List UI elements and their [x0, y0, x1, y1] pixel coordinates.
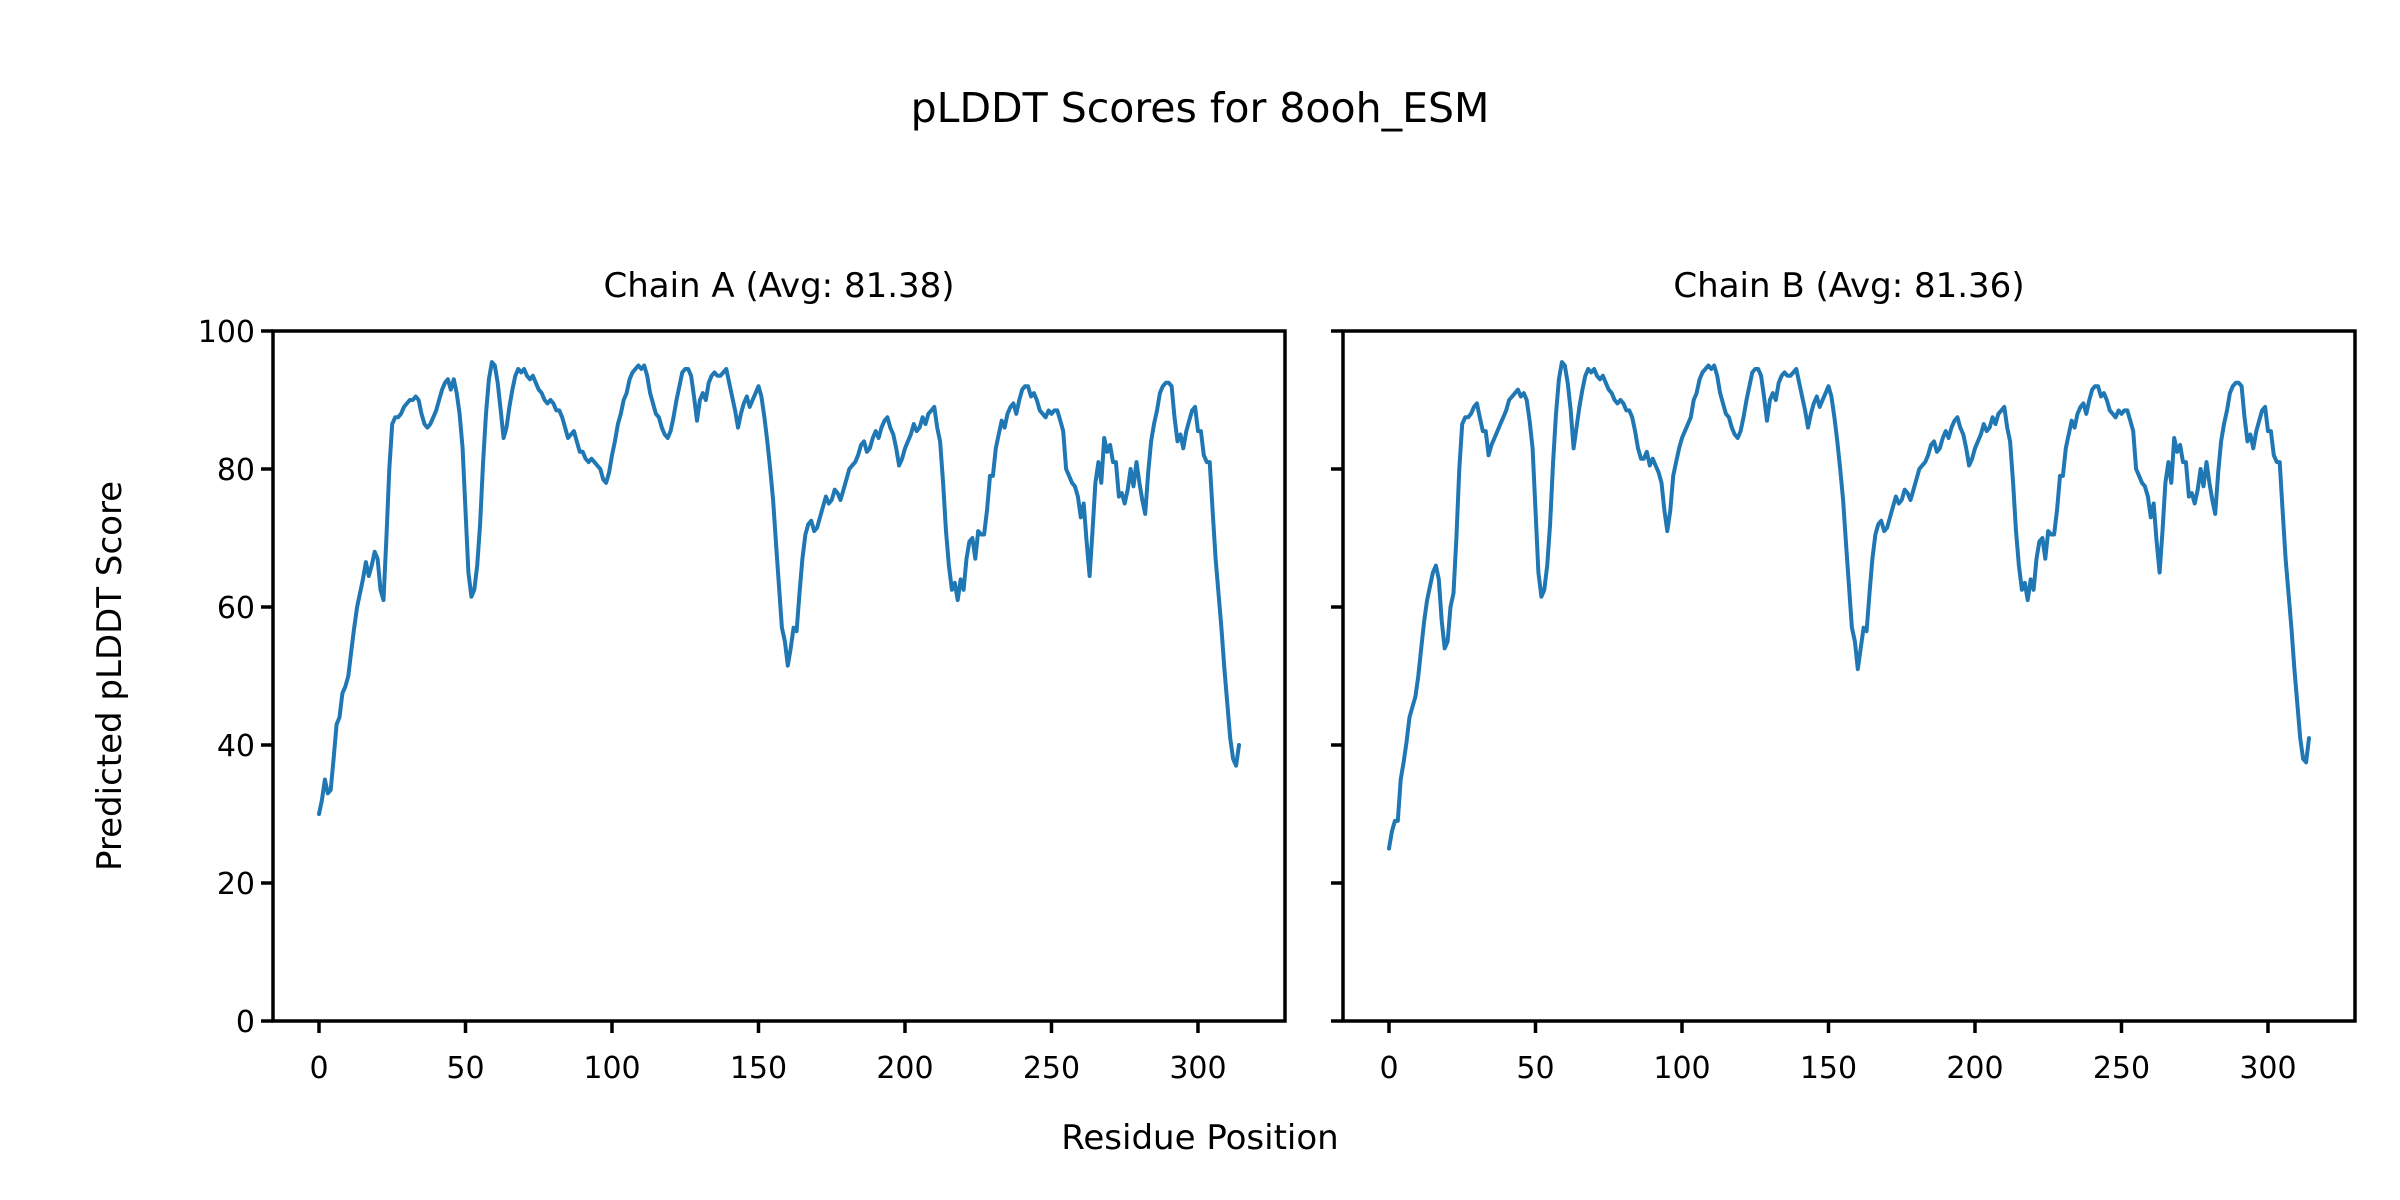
- x-tick-label: 100: [1653, 1051, 1710, 1086]
- y-tick-label: 100: [198, 315, 255, 350]
- x-tick-label: 300: [1169, 1051, 1226, 1086]
- x-tick-label: 150: [1800, 1051, 1857, 1086]
- y-tick-label: 20: [217, 867, 255, 902]
- y-tick-label: 40: [217, 729, 255, 764]
- subplot-b-title: Chain B (Avg: 81.36): [1673, 266, 2025, 306]
- plddt-line-chain-A: [317, 360, 1241, 816]
- x-tick-label: 150: [730, 1051, 787, 1086]
- x-tick-label: 50: [446, 1051, 484, 1086]
- x-tick-label: 200: [876, 1051, 933, 1086]
- y-tick-label: 0: [236, 1005, 255, 1040]
- subplot-a-title: Chain A (Avg: 81.38): [603, 266, 955, 306]
- x-tick-label: 300: [2239, 1051, 2296, 1086]
- x-tick-label: 50: [1516, 1051, 1554, 1086]
- y-tick-label: 60: [217, 591, 255, 626]
- axes-spines: [271, 329, 1287, 1023]
- x-tick-label: 250: [2093, 1051, 2150, 1086]
- figure-title: pLDDT Scores for 8ooh_ESM: [910, 84, 1490, 132]
- x-tick-label: 0: [1379, 1051, 1398, 1086]
- x-tick-label: 200: [1946, 1051, 2003, 1086]
- x-tick-label: 100: [583, 1051, 640, 1086]
- y-tick-label: 80: [217, 453, 255, 488]
- subplot-chain-B: 0 50 100 150 200 250 300: [1331, 329, 2357, 1086]
- x-axis-label: Residue Position: [1061, 1118, 1339, 1158]
- subplot-chain-A: 0 50 100 150 200 250 300 0 20 40 60 80 100: [198, 315, 1287, 1086]
- plddt-line-chain-B: [1387, 360, 2311, 851]
- x-tick-label: 0: [309, 1051, 328, 1086]
- x-tick-label: 250: [1023, 1051, 1080, 1086]
- axes-spines: [1341, 329, 2357, 1023]
